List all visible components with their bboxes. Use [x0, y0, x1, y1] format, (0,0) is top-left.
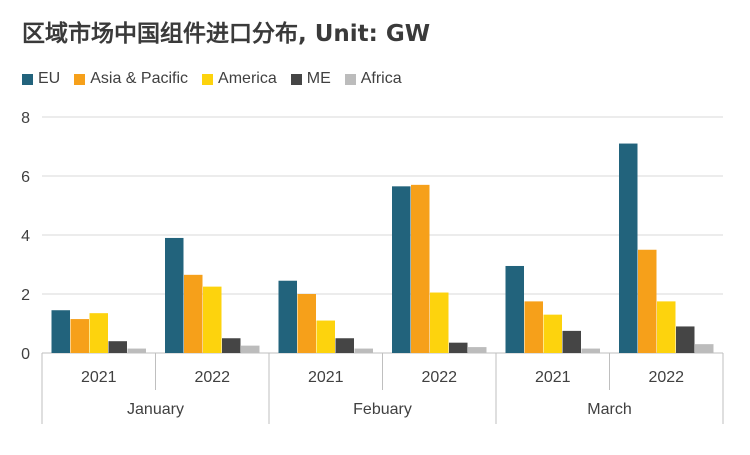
legend-item-me: ME	[290, 70, 331, 88]
legend-label-america: America	[218, 70, 277, 87]
bar-asia-pacific-3	[411, 184, 430, 353]
bar-me-5	[676, 326, 695, 353]
chart-legend: EU Asia & Pacific America ME Africa	[22, 70, 402, 88]
bar-eu-2	[278, 280, 297, 353]
legend-label-africa: Africa	[360, 70, 402, 87]
legend-item-america: America	[202, 70, 277, 88]
bar-me-3	[449, 342, 468, 353]
x-tick-label-2: 2021	[308, 369, 344, 386]
y-tick-label-0: 0	[21, 346, 30, 363]
x-tick-label-4: 2021	[535, 369, 571, 386]
y-tick-label-6: 6	[21, 169, 30, 186]
x-tick-label-0: 2021	[81, 369, 117, 386]
bar-america-3	[430, 292, 449, 353]
bar-africa-1	[241, 345, 260, 353]
legend-swatch-me	[290, 73, 302, 85]
bar-america-2	[316, 320, 335, 353]
bar-asia-pacific-1	[184, 274, 203, 353]
month-label-febuary: Febuary	[353, 401, 412, 418]
bar-asia-pacific-0	[70, 319, 89, 353]
bar-me-2	[335, 338, 354, 353]
bar-america-0	[89, 313, 108, 353]
x-tick-label-1: 2022	[194, 369, 230, 386]
x-tick-label-5: 2022	[648, 369, 684, 386]
bar-eu-4	[505, 265, 524, 353]
legend-label-eu: EU	[38, 70, 61, 87]
bar-america-5	[657, 301, 676, 353]
bar-me-1	[222, 338, 241, 353]
bar-africa-3	[468, 347, 487, 353]
y-tick-label-4: 4	[21, 228, 30, 245]
month-label-january: January	[127, 401, 184, 418]
bar-america-4	[543, 314, 562, 353]
bar-america-1	[203, 286, 222, 353]
bar-me-0	[108, 341, 127, 353]
bar-eu-1	[165, 237, 184, 353]
bar-africa-2	[354, 348, 373, 353]
bar-asia-pacific-2	[297, 294, 316, 353]
chart-title: 区域市场中国组件进口分布, Unit: GW	[22, 21, 431, 47]
bar-eu-5	[619, 143, 638, 353]
legend-label-asia-pacific: Asia & Pacific	[90, 70, 189, 87]
bar-africa-4	[581, 348, 600, 353]
bar-asia-pacific-4	[524, 301, 543, 353]
bar-me-4	[562, 330, 581, 353]
legend-swatch-america	[202, 73, 214, 85]
legend-swatch-asia-pacific	[74, 73, 86, 85]
legend-label-me: ME	[306, 70, 331, 87]
legend-item-asia-pacific: Asia & Pacific	[74, 70, 188, 88]
bar-asia-pacific-5	[638, 249, 657, 353]
bar-africa-0	[127, 348, 146, 353]
legend-swatch-africa	[344, 73, 356, 85]
month-label-march: March	[587, 401, 631, 418]
legend-swatch-eu	[22, 73, 33, 85]
legend-item-eu: EU	[22, 70, 60, 88]
bar-eu-3	[392, 186, 411, 353]
legend-item-africa: Africa	[344, 70, 402, 88]
bar-eu-0	[51, 310, 70, 353]
y-tick-label-8: 8	[21, 110, 30, 127]
bar-africa-5	[695, 344, 714, 353]
x-tick-label-3: 2022	[421, 369, 457, 386]
y-tick-label-2: 2	[21, 287, 30, 304]
